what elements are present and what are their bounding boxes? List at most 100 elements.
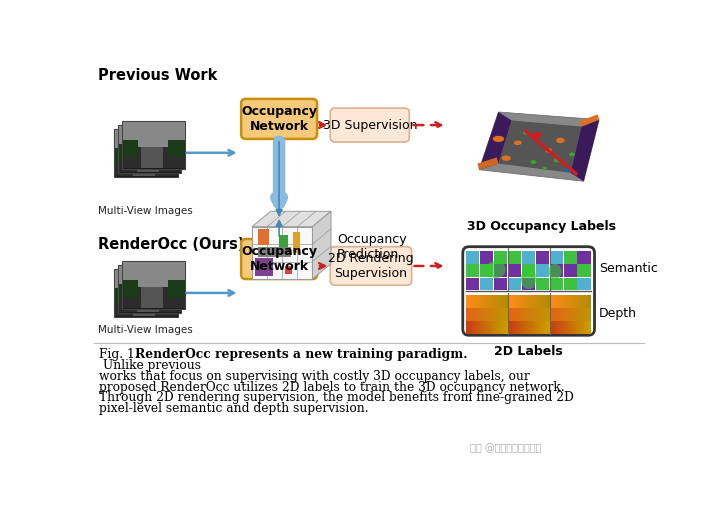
Bar [568, 321, 570, 334]
Bar [469, 321, 471, 334]
Bar [560, 321, 562, 334]
Bar [119, 284, 135, 301]
Bar [508, 321, 509, 334]
Bar [485, 295, 486, 308]
Bar [485, 321, 486, 334]
Bar [528, 295, 529, 308]
Bar [489, 321, 490, 334]
Bar [536, 295, 537, 308]
Ellipse shape [502, 155, 510, 161]
Bar [580, 295, 582, 308]
Bar [562, 309, 564, 320]
Bar [573, 295, 575, 308]
Bar [503, 321, 505, 334]
Bar [590, 309, 591, 320]
Bar [577, 295, 579, 308]
Bar [492, 295, 494, 308]
Bar [575, 295, 576, 308]
Bar [160, 288, 177, 305]
Bar [531, 321, 533, 334]
Bar [466, 264, 479, 277]
Bar [122, 281, 138, 297]
Bar [137, 151, 159, 172]
Ellipse shape [549, 264, 562, 279]
Bar [513, 295, 514, 308]
Bar [565, 309, 567, 320]
Bar [585, 321, 587, 334]
Bar [522, 278, 535, 290]
Bar [505, 321, 506, 334]
Text: works that focus on supervising with costly 3D occupancy labels, our: works that focus on supervising with cos… [99, 370, 530, 383]
Bar [540, 309, 542, 320]
Bar [542, 321, 544, 334]
Bar [505, 309, 506, 320]
Bar [551, 295, 553, 308]
Bar [118, 125, 181, 173]
Bar [557, 321, 559, 334]
Bar [502, 309, 503, 320]
Bar [544, 309, 545, 320]
Bar [559, 321, 560, 334]
Bar [564, 264, 577, 277]
Bar [477, 309, 478, 320]
Bar [523, 295, 525, 308]
Bar [494, 278, 507, 290]
Bar [584, 321, 585, 334]
Bar [518, 321, 520, 334]
Bar [560, 295, 562, 308]
Bar [518, 295, 520, 308]
Bar [580, 321, 582, 334]
Bar [576, 321, 577, 334]
Bar [509, 321, 510, 334]
Ellipse shape [514, 140, 522, 145]
Bar [114, 155, 177, 176]
Bar [480, 309, 482, 320]
Bar [114, 295, 177, 316]
Bar [252, 227, 312, 279]
Bar [542, 309, 544, 320]
Bar [577, 309, 579, 320]
Bar [526, 321, 528, 334]
Bar [474, 321, 475, 334]
Bar [469, 309, 471, 320]
Text: Through 2D rendering supervision, the model benefits from fine-grained 2D: Through 2D rendering supervision, the mo… [99, 392, 574, 405]
Bar [483, 309, 485, 320]
Bar [487, 309, 489, 320]
Bar [575, 309, 576, 320]
Bar [466, 321, 467, 334]
Bar [494, 264, 507, 277]
Bar [587, 309, 588, 320]
Bar [568, 309, 570, 320]
Bar [525, 321, 526, 334]
Bar [582, 295, 584, 308]
Bar [540, 295, 542, 308]
Bar [562, 295, 564, 308]
Bar [564, 321, 565, 334]
Polygon shape [570, 120, 599, 181]
Polygon shape [498, 120, 581, 173]
Bar [556, 295, 557, 308]
Bar [486, 321, 487, 334]
FancyBboxPatch shape [463, 247, 595, 335]
Bar [122, 122, 184, 148]
Bar [513, 309, 514, 320]
Bar [485, 309, 486, 320]
Bar [548, 321, 549, 334]
Bar [533, 295, 534, 308]
Bar [480, 295, 482, 308]
Bar [534, 321, 536, 334]
Bar [584, 295, 585, 308]
Bar [522, 309, 523, 320]
Bar [564, 278, 577, 290]
Bar [505, 295, 506, 308]
Ellipse shape [545, 148, 552, 153]
Bar [570, 295, 571, 308]
Bar [577, 321, 579, 334]
Polygon shape [312, 211, 331, 279]
Bar [528, 309, 529, 320]
Bar [585, 309, 587, 320]
Text: Semantic: Semantic [599, 262, 658, 276]
Bar [580, 309, 582, 320]
Bar [279, 235, 288, 248]
Bar [119, 126, 181, 151]
